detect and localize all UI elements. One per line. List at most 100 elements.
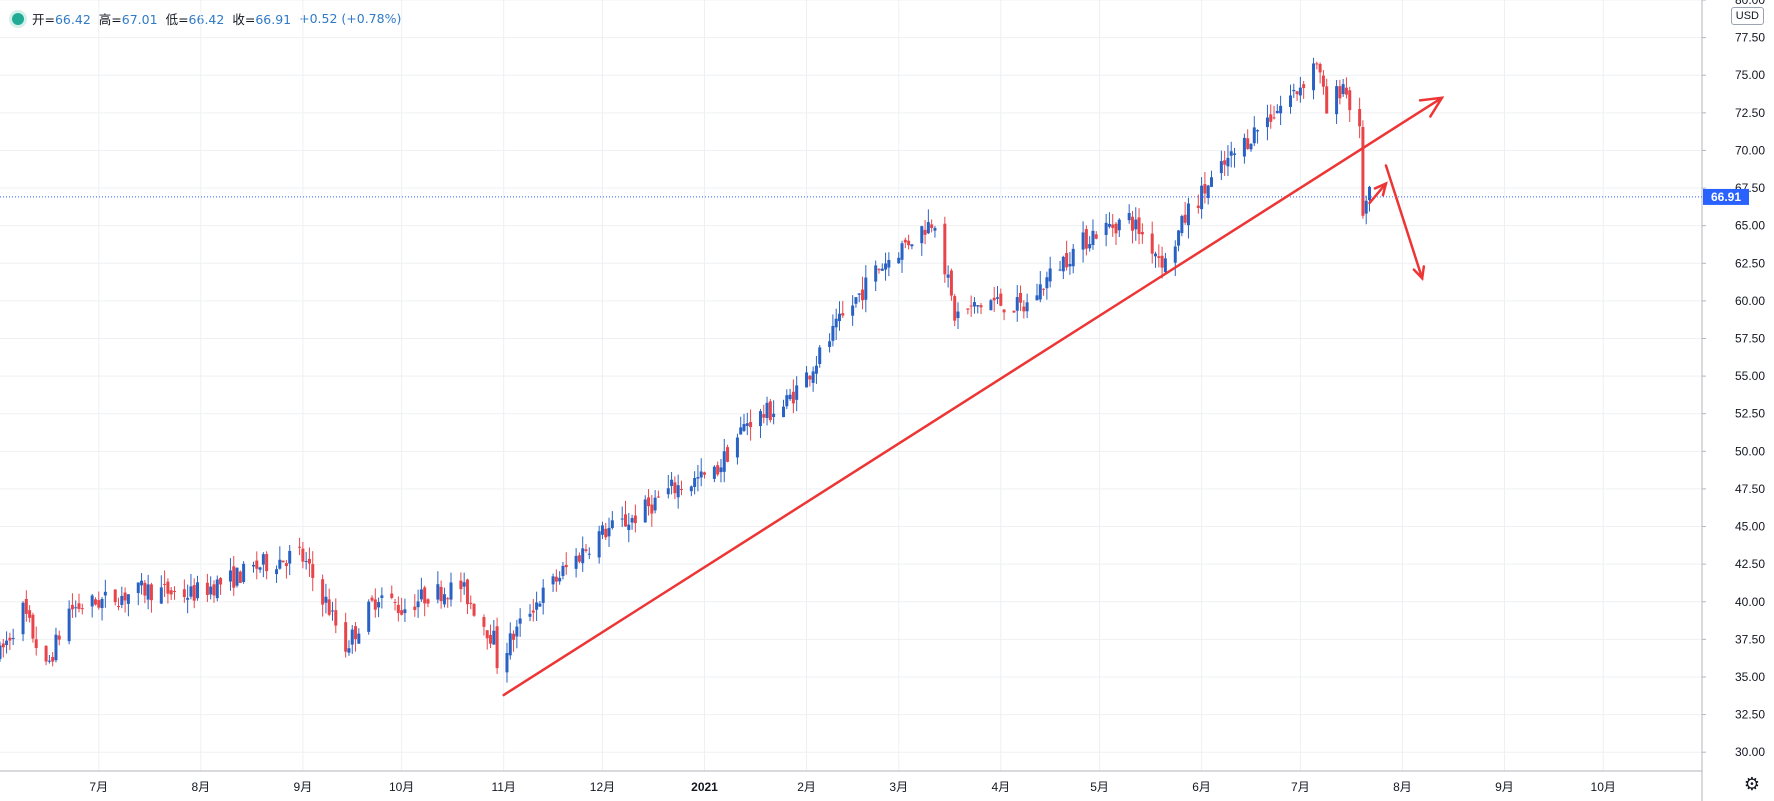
candle-body: [515, 626, 519, 637]
annotation-arrow: [1384, 164, 1424, 280]
candle-body: [627, 524, 631, 531]
candle-body: [1114, 223, 1118, 234]
candle-body: [791, 391, 795, 404]
candle-body: [215, 579, 219, 599]
candle-body: [469, 602, 473, 604]
candle-body: [330, 610, 334, 612]
candle-body: [449, 582, 453, 600]
legend-change: +0.52 (+0.78%): [299, 11, 402, 26]
candle-body: [739, 427, 743, 435]
candle-body: [413, 606, 417, 611]
candle-body: [1091, 230, 1095, 246]
y-tick-label: 50.00: [1735, 444, 1765, 458]
candle-body: [1275, 110, 1279, 114]
candle-body: [857, 293, 861, 295]
candle-body: [554, 576, 558, 582]
candle-body: [5, 640, 9, 645]
candle-body: [814, 365, 818, 374]
candle-body: [113, 589, 117, 603]
candle-body: [1249, 143, 1253, 150]
x-tick-label: 10月: [389, 780, 414, 794]
candle-body: [228, 570, 232, 582]
candle-body: [57, 635, 61, 640]
candle-body: [1223, 160, 1227, 165]
candle-body: [281, 560, 285, 563]
gear-icon[interactable]: ⚙: [1743, 774, 1760, 794]
candle-body: [719, 467, 723, 473]
candle-body: [426, 599, 430, 604]
x-tick-label: 3月: [889, 780, 908, 794]
candle-body: [166, 581, 170, 594]
legend-close: 收=66.91: [232, 12, 292, 27]
candle-body: [34, 639, 38, 648]
y-tick-label: 45.00: [1735, 520, 1765, 534]
candle-body: [205, 582, 209, 595]
candle-body: [1229, 151, 1233, 156]
candle-body: [255, 560, 259, 569]
candle-body: [745, 423, 749, 426]
candle-body: [564, 564, 568, 568]
arrow-head: [1373, 181, 1388, 197]
candle-body: [574, 555, 578, 569]
candle-body: [673, 482, 677, 494]
candle-body: [1348, 90, 1352, 111]
candle-body: [1183, 214, 1187, 223]
candle-body: [966, 308, 970, 310]
y-tick-label: 62.50: [1735, 256, 1765, 270]
candle-body: [1025, 302, 1029, 312]
candle-body: [1084, 229, 1088, 249]
candle-body: [861, 289, 865, 301]
candle-body: [943, 223, 947, 275]
ohlc-legend: 开=66.42 高=67.01 低=66.42 收=66.91 +0.52 (+…: [12, 9, 401, 28]
candle-body: [703, 472, 707, 475]
candle-body: [561, 565, 565, 577]
candle-body: [1015, 297, 1019, 311]
candle-body: [864, 277, 868, 300]
candle-body: [1088, 244, 1092, 249]
candle-body: [610, 520, 614, 528]
candle-body: [159, 587, 163, 604]
y-tick-label: 55.00: [1735, 369, 1765, 383]
candle-body: [953, 296, 957, 321]
candle-body: [1358, 109, 1362, 127]
candle-body: [416, 601, 420, 608]
candle-body: [1246, 138, 1250, 149]
candle-body: [689, 486, 693, 492]
candle-body: [74, 607, 78, 609]
candle-body: [1071, 248, 1075, 267]
candle-body: [44, 645, 48, 662]
candle-body: [235, 567, 239, 586]
currency-badge[interactable]: USD: [1730, 7, 1764, 25]
candle-body: [1298, 87, 1302, 96]
candle-body: [196, 582, 200, 599]
x-tick-label: 8月: [1393, 780, 1412, 794]
candle-body: [531, 610, 535, 613]
candle-body: [419, 589, 423, 600]
candle-body: [1368, 186, 1372, 201]
grid: [0, 0, 1702, 771]
candle-body: [67, 608, 71, 642]
candle-body: [232, 566, 236, 588]
candle-body: [344, 622, 348, 652]
candle-body: [976, 305, 980, 307]
candle-body: [146, 584, 150, 600]
candle-body: [535, 602, 539, 610]
candle-body: [1206, 185, 1210, 199]
candle-body: [1022, 306, 1026, 312]
candle-body: [251, 564, 255, 567]
y-tick-label: 80.00: [1735, 0, 1765, 7]
candle-body: [758, 411, 762, 427]
candle-body: [212, 584, 216, 596]
candle-body: [647, 497, 651, 507]
candle-body: [51, 656, 55, 662]
candle-body: [311, 564, 315, 578]
candle-body: [1344, 87, 1348, 95]
candle-body: [370, 597, 374, 601]
candle-body: [97, 600, 101, 608]
candle-body: [795, 385, 799, 400]
candle-body: [24, 598, 28, 614]
arrow-head: [1412, 265, 1426, 282]
arrow-head: [1418, 96, 1445, 118]
candle-body: [897, 257, 901, 264]
